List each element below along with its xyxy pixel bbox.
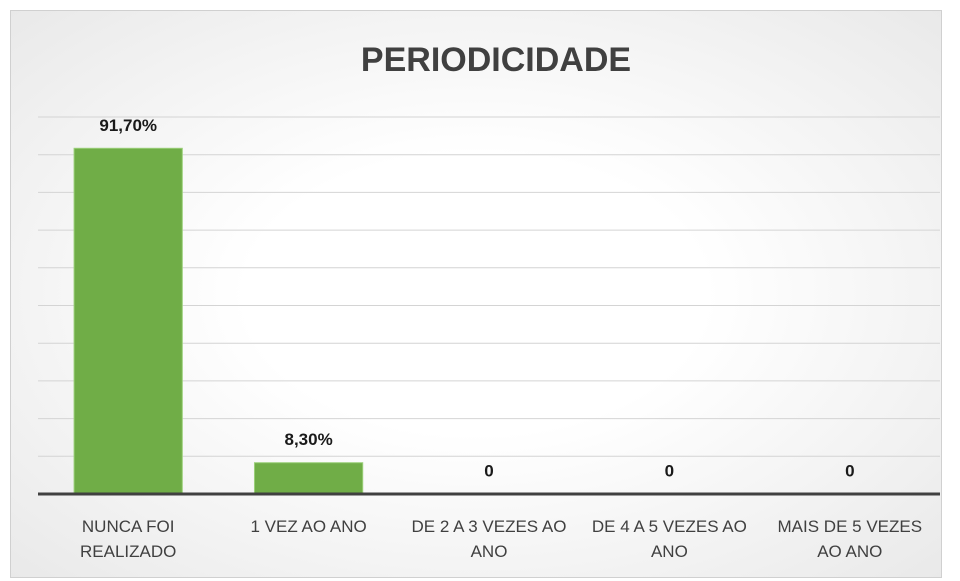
data-label: 0 [845,461,854,480]
x-tick-label: MAIS DE 5 VEZES AO ANO [777,517,923,561]
bar [73,147,183,495]
x-tick-label: 1 VEZ AO ANO [250,517,367,536]
x-tick-label: DE 2 A 3 VEZES AO ANO [411,517,567,561]
x-tick-label: NUNCA FOI REALIZADO [80,517,177,561]
data-label: 8,30% [284,430,332,449]
data-label: 0 [665,461,674,480]
chart-title: PERIODICIDADE [361,41,631,79]
x-tick-label: DE 4 A 5 VEZES AO ANO [591,517,747,561]
data-label: 0 [484,461,493,480]
bar [253,462,364,495]
data-label: 91,70% [99,116,157,135]
